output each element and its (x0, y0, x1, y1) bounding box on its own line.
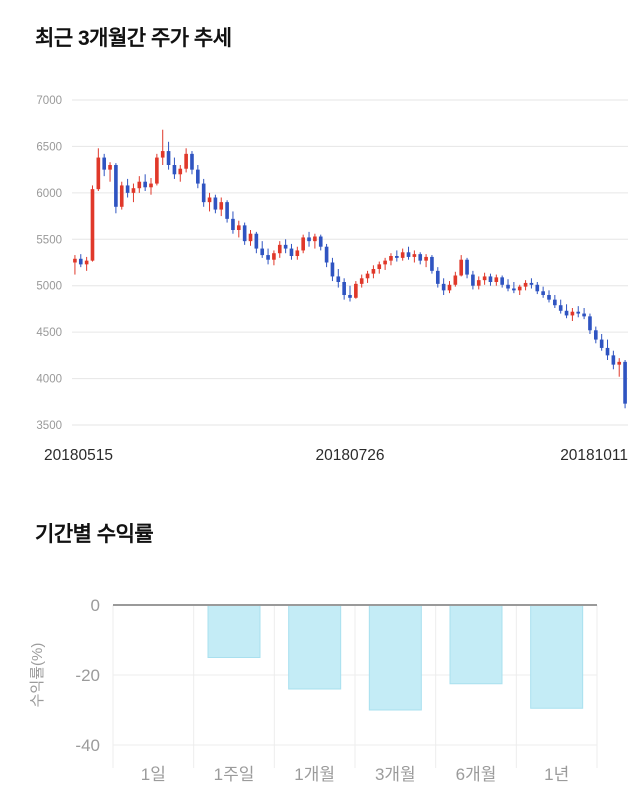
svg-text:3500: 3500 (36, 420, 62, 432)
svg-text:7000: 7000 (36, 95, 62, 107)
candlestick-chart: 3500 4000 4500 5000 5500 6000 6500 7000 20180515… (36, 95, 628, 464)
svg-text:20180515: 20180515 (44, 447, 113, 464)
svg-text:5000: 5000 (36, 281, 62, 293)
svg-text:6500: 6500 (36, 141, 62, 153)
svg-text:1년: 1년 (544, 765, 569, 784)
svg-text:4000: 4000 (36, 374, 62, 386)
returns-bar-chart: 0 -20 -40 1일 1주일 1개월 3개월 6개월 1년 수익률(%) (29, 596, 598, 784)
svg-text:4500: 4500 (36, 327, 62, 339)
svg-text:6000: 6000 (36, 188, 62, 200)
svg-text:5500: 5500 (36, 234, 62, 246)
svg-text:수익률(%): 수익률(%) (29, 643, 46, 708)
svg-text:1주일: 1주일 (214, 765, 255, 784)
svg-text:1일: 1일 (141, 765, 166, 784)
svg-text:-20: -20 (75, 666, 100, 685)
svg-text:20181011: 20181011 (560, 447, 628, 464)
price-trend-title: 최근 3개월간 주가 추세 (35, 27, 232, 50)
svg-text:0: 0 (91, 596, 100, 615)
svg-text:3개월: 3개월 (375, 765, 416, 784)
returns-title: 기간별 수익률 (35, 523, 154, 546)
svg-text:1개월: 1개월 (294, 765, 335, 784)
svg-text:6개월: 6개월 (456, 765, 497, 784)
svg-text:-40: -40 (75, 736, 100, 755)
svg-text:20180726: 20180726 (316, 447, 385, 464)
